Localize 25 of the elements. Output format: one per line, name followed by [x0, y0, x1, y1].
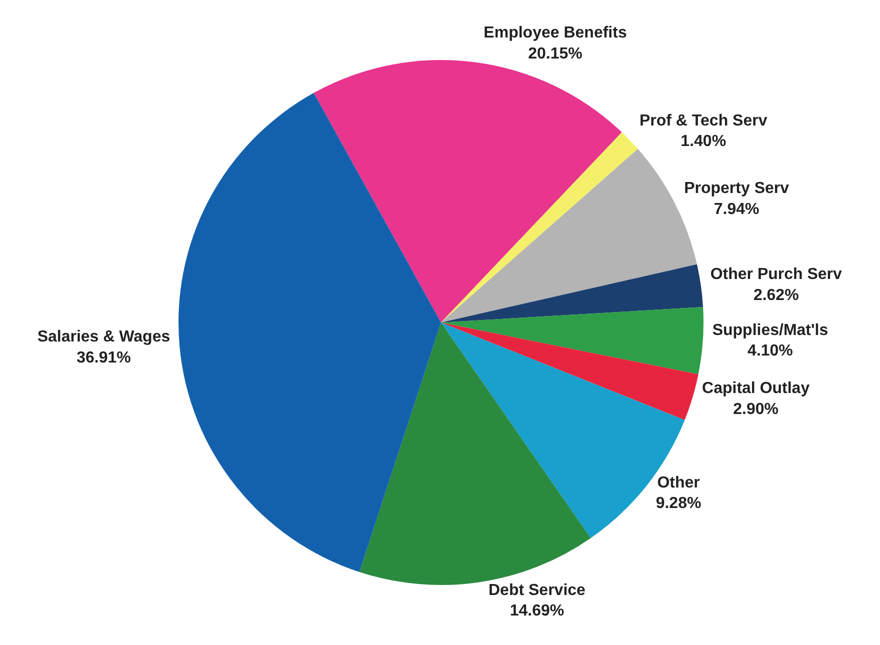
slice-label: Prof & Tech Serv	[639, 112, 768, 130]
slice-label: Supplies/Mat'ls	[712, 322, 828, 339]
pie-slice	[359, 322, 591, 585]
data-label: 14.69%	[510, 602, 564, 620]
pie-slice	[441, 264, 704, 322]
pie-slice	[178, 92, 441, 572]
pie-slice	[314, 60, 622, 322]
slice-label: Employee Benefits	[484, 24, 627, 42]
pie-slice	[441, 132, 638, 322]
pie-slice	[441, 322, 698, 420]
slice-label: Salaries & Wages	[37, 328, 170, 346]
slice-label: Debt Service	[488, 582, 586, 599]
slice-label: Other	[657, 474, 700, 492]
data-label: 4.10%	[748, 342, 793, 360]
data-label: 36.91%	[76, 349, 131, 366]
slice-label: Capital Outlay	[702, 380, 810, 398]
data-label: 2.62%	[753, 286, 799, 304]
slice-label: Other Purch Serv	[710, 266, 842, 284]
data-label: 7.94%	[714, 200, 760, 218]
data-label: 2.90%	[733, 400, 778, 418]
data-label: 20.15%	[528, 45, 582, 62]
data-label: 9.28%	[656, 495, 702, 512]
pie-slice	[441, 306, 704, 374]
slice-label: Property Serv	[684, 180, 790, 198]
data-label: 1.40%	[680, 133, 726, 150]
